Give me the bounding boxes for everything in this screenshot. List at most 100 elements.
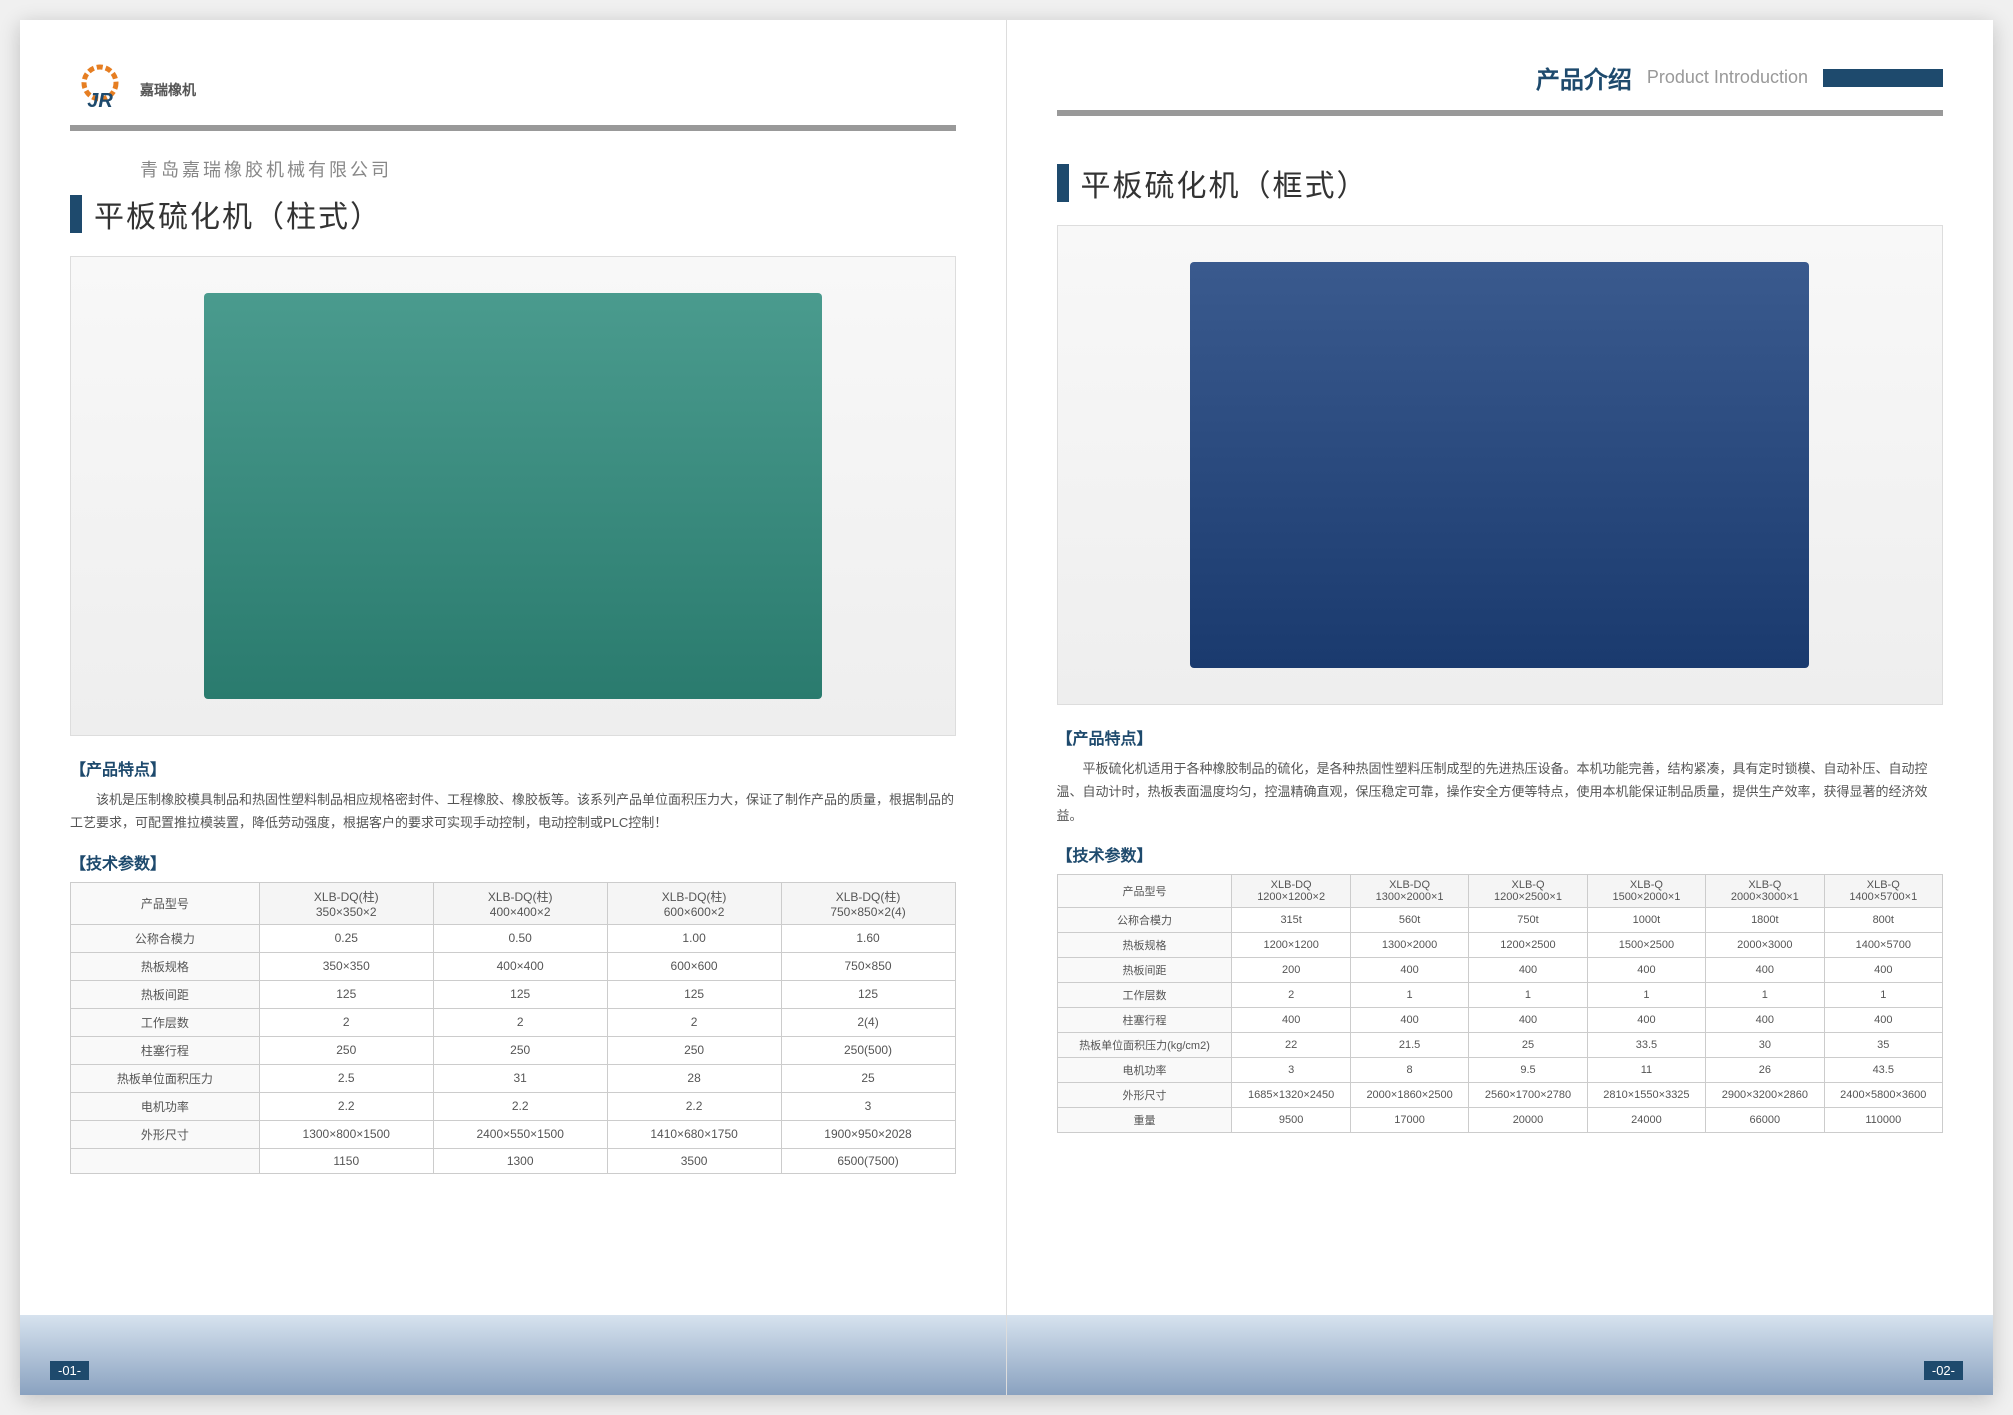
table-cell: 125 xyxy=(259,980,433,1008)
table-cell: 2(4) xyxy=(781,1008,955,1036)
table-cell: 1300×2000 xyxy=(1350,933,1468,958)
machine-illustration-blue xyxy=(1190,262,1809,668)
table-row-label: 工作层数 xyxy=(71,1008,260,1036)
section-title-right: 平板硫化机（框式） xyxy=(1057,161,1944,205)
spec-heading-right: 【技术参数】 xyxy=(1057,842,1944,866)
table-row-label: 公称合模力 xyxy=(71,924,260,952)
table-cell: 33.5 xyxy=(1587,1033,1705,1058)
table-row-label: 电机功率 xyxy=(71,1092,260,1120)
table-cell: 35 xyxy=(1824,1033,1942,1058)
features-heading-right: 【产品特点】 xyxy=(1057,725,1944,749)
table-cell: 9500 xyxy=(1232,1108,1350,1133)
table-cell: 21.5 xyxy=(1350,1033,1468,1058)
table-model-header: XLB-Q2000×3000×1 xyxy=(1706,875,1824,908)
table-row-label: 热板单位面积压力(kg/cm2) xyxy=(1057,1033,1232,1058)
table-model-header: XLB-DQ(柱)750×850×2(4) xyxy=(781,882,955,924)
features-heading-left: 【产品特点】 xyxy=(70,756,956,780)
table-cell: 3500 xyxy=(607,1148,781,1173)
header-navy-bar xyxy=(1823,69,1943,87)
table-cell: 2 xyxy=(1232,983,1350,1008)
table-cell: 2900×3200×2860 xyxy=(1706,1083,1824,1108)
table-cell: 43.5 xyxy=(1824,1058,1942,1083)
table-cell: 125 xyxy=(607,980,781,1008)
table-cell: 1 xyxy=(1587,983,1705,1008)
table-row-label: 热板间距 xyxy=(71,980,260,1008)
title-accent-bar xyxy=(1057,164,1069,202)
table-cell: 400 xyxy=(1587,1008,1705,1033)
table-cell: 26 xyxy=(1706,1058,1824,1083)
table-cell: 2 xyxy=(607,1008,781,1036)
table-cell: 0.25 xyxy=(259,924,433,952)
table-cell: 1200×1200 xyxy=(1232,933,1350,958)
title-text-left: 平板硫化机（柱式） xyxy=(94,192,382,236)
table-cell: 1900×950×2028 xyxy=(781,1120,955,1148)
table-cell: 2.2 xyxy=(433,1092,607,1120)
table-cell: 400 xyxy=(1350,958,1468,983)
company-name: 青岛嘉瑞橡胶机械有限公司 xyxy=(140,156,956,182)
table-cell: 1 xyxy=(1350,983,1468,1008)
table-cell: 1400×5700 xyxy=(1824,933,1942,958)
header-right: 产品介绍 Product Introduction xyxy=(1057,60,1944,95)
table-cell: 11 xyxy=(1587,1058,1705,1083)
table-cell: 1800t xyxy=(1706,908,1824,933)
table-row-label: 热板规格 xyxy=(71,952,260,980)
table-cell: 22 xyxy=(1232,1033,1350,1058)
table-cell: 250 xyxy=(259,1036,433,1064)
table-cell: 25 xyxy=(1469,1033,1587,1058)
table-cell: 750t xyxy=(1469,908,1587,933)
table-cell: 1000t xyxy=(1587,908,1705,933)
catalog-spread: JR 嘉瑞橡机 青岛嘉瑞橡胶机械有限公司 平板硫化机（柱式） 【产品特点】 该机… xyxy=(20,20,1993,1395)
table-row-label: 热板单位面积压力 xyxy=(71,1064,260,1092)
table-cell: 1300 xyxy=(433,1148,607,1173)
table-cell: 2400×550×1500 xyxy=(433,1120,607,1148)
table-row-label: 外形尺寸 xyxy=(71,1120,260,1148)
table-cell: 400 xyxy=(1232,1008,1350,1033)
table-cell: 3 xyxy=(781,1092,955,1120)
table-cell: 400 xyxy=(1469,958,1587,983)
table-cell: 0.50 xyxy=(433,924,607,952)
table-model-header: XLB-DQ(柱)600×600×2 xyxy=(607,882,781,924)
table-cell: 1.60 xyxy=(781,924,955,952)
features-text-left: 该机是压制橡胶模具制品和热固性塑料制品相应规格密封件、工程橡胶、橡胶板等。该系列… xyxy=(70,788,956,835)
table-header-label: 产品型号 xyxy=(1057,875,1232,908)
table-cell: 1685×1320×2450 xyxy=(1232,1083,1350,1108)
table-cell: 2810×1550×3325 xyxy=(1587,1083,1705,1108)
table-model-header: XLB-DQ1200×1200×2 xyxy=(1232,875,1350,908)
table-cell: 250(500) xyxy=(781,1036,955,1064)
machine-illustration-green xyxy=(204,293,822,699)
table-cell: 800t xyxy=(1824,908,1942,933)
table-cell: 2.5 xyxy=(259,1064,433,1092)
svg-text:JR: JR xyxy=(87,90,113,112)
table-row-label: 重量 xyxy=(1057,1108,1232,1133)
spec-table-left: 产品型号XLB-DQ(柱)350×350×2XLB-DQ(柱)400×400×2… xyxy=(70,882,956,1174)
table-cell: 400 xyxy=(1824,1008,1942,1033)
table-row-label: 柱塞行程 xyxy=(71,1036,260,1064)
table-row-label: 工作层数 xyxy=(1057,983,1232,1008)
table-model-header: XLB-DQ(柱)400×400×2 xyxy=(433,882,607,924)
table-model-header: XLB-Q1400×5700×1 xyxy=(1824,875,1942,908)
table-cell: 2400×5800×3600 xyxy=(1824,1083,1942,1108)
header-gray-bar-right xyxy=(1057,110,1944,116)
table-cell: 400 xyxy=(1350,1008,1468,1033)
table-cell: 1.00 xyxy=(607,924,781,952)
table-cell: 400 xyxy=(1706,1008,1824,1033)
header-en: Product Introduction xyxy=(1647,67,1808,88)
logo-icon: JR xyxy=(70,60,130,120)
title-text-right: 平板硫化机（框式） xyxy=(1081,161,1369,205)
product-image-right xyxy=(1057,225,1944,705)
table-model-header: XLB-Q1200×2500×1 xyxy=(1469,875,1587,908)
logo-area: JR 嘉瑞橡机 xyxy=(70,60,956,120)
table-cell: 250 xyxy=(607,1036,781,1064)
table-cell: 1 xyxy=(1706,983,1824,1008)
spec-table-right: 产品型号XLB-DQ1200×1200×2XLB-DQ1300×2000×1XL… xyxy=(1057,874,1944,1133)
table-header-label: 产品型号 xyxy=(71,882,260,924)
table-cell: 2000×3000 xyxy=(1706,933,1824,958)
table-cell: 250 xyxy=(433,1036,607,1064)
product-image-left xyxy=(70,256,956,736)
table-cell: 3 xyxy=(1232,1058,1350,1083)
header-cn: 产品介绍 xyxy=(1536,60,1632,95)
logo-brand-text: 嘉瑞橡机 xyxy=(140,80,196,100)
table-cell: 315t xyxy=(1232,908,1350,933)
table-cell: 20000 xyxy=(1469,1108,1587,1133)
table-cell: 400 xyxy=(1706,958,1824,983)
